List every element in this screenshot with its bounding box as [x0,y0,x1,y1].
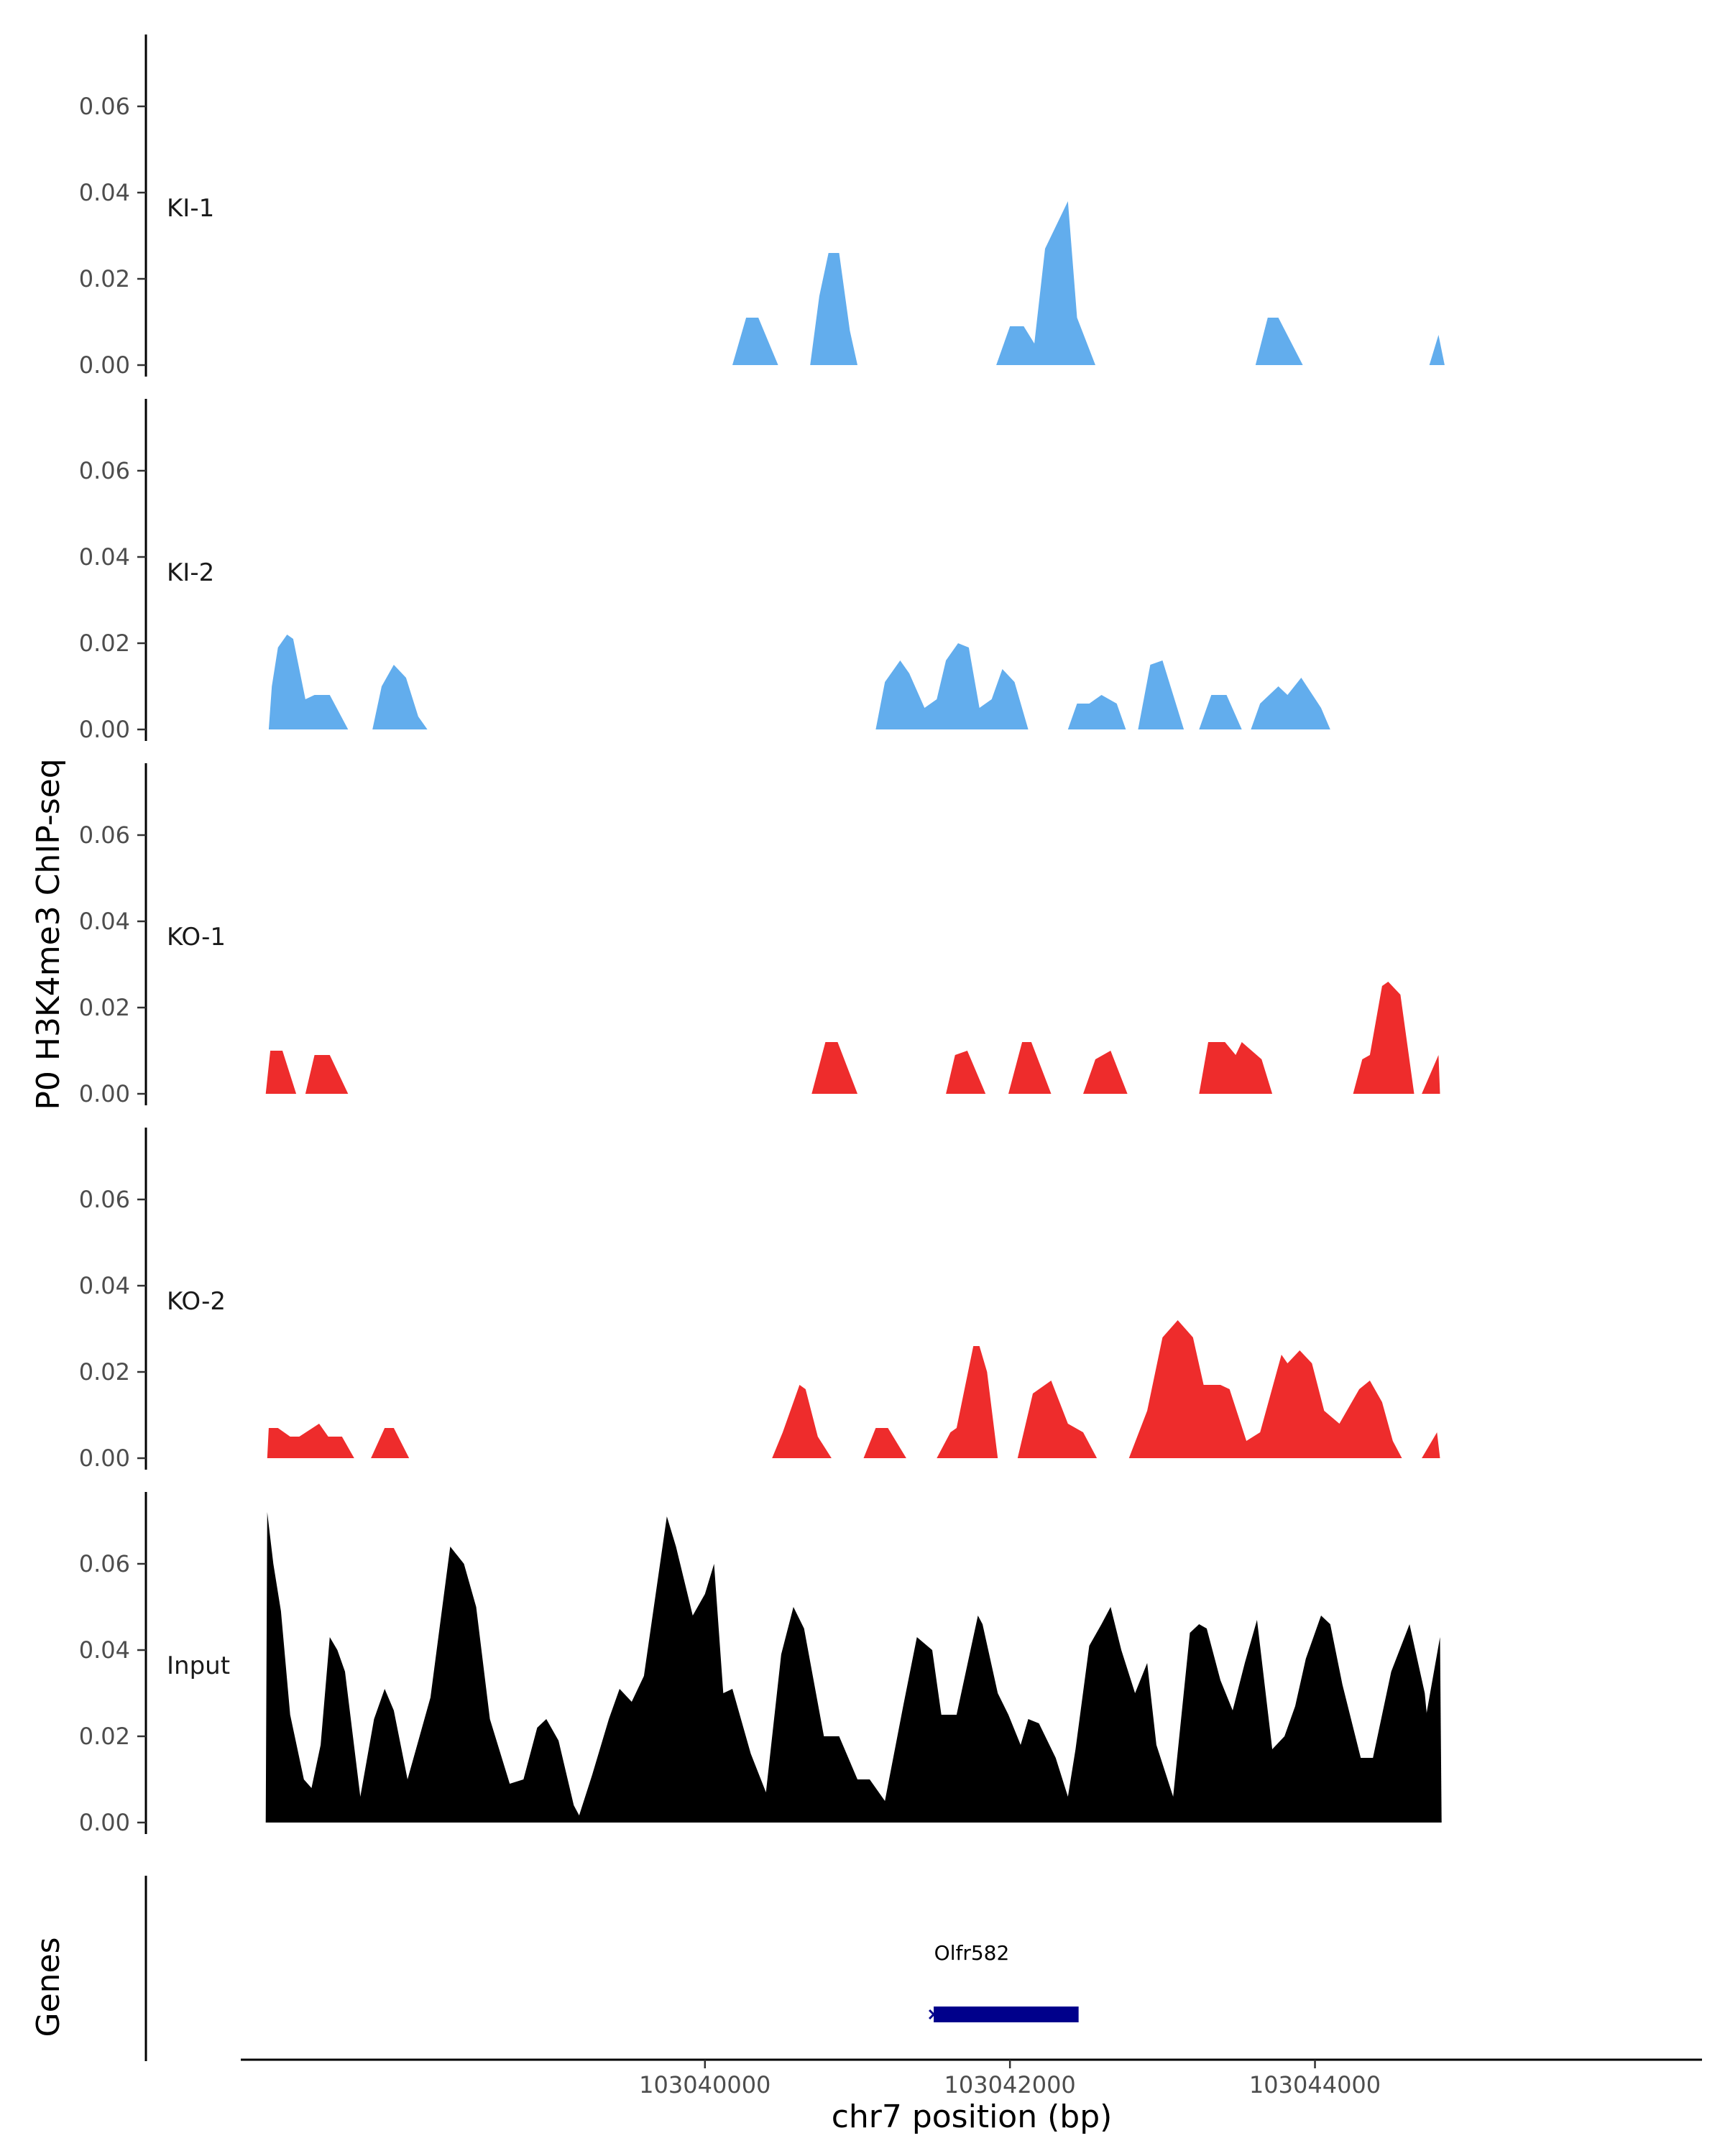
x-tick-label: 103044000 [1249,2071,1381,2099]
y-tick-label: 0.00 [79,1809,130,1836]
signal-peak [811,1042,857,1094]
y-tick-label: 0.06 [79,821,130,849]
signal-peak [946,1051,986,1094]
signal-peak [267,1424,354,1458]
y-tick-label: 0.02 [79,630,130,657]
signal-peak [1199,1042,1273,1094]
y-tick-label: 0.04 [79,179,130,206]
signal-peak [372,665,428,729]
y-tick-label: 0.02 [79,265,130,292]
y-tick-label: 0.06 [79,1186,130,1213]
track-ko-1: 0.00 0.02 0.04 0.06 KO-1 [79,763,1440,1107]
y-tick-label: 0.00 [79,1445,130,1472]
signal-peak [875,643,1029,729]
signal-peak [371,1428,410,1458]
x-tick-label: 103042000 [944,2071,1076,2099]
genes-axis-title: Genes [30,1937,67,2037]
gene-strand-mark [929,2009,939,2020]
y-tick-label: 0.00 [79,1080,130,1107]
signal-peak [1429,335,1445,365]
y-tick-label: 0.04 [79,543,130,571]
track-label: Input [167,1651,230,1680]
signal-peak [265,1051,297,1094]
signal-peak [863,1428,906,1458]
y-tick-label: 0.04 [79,1636,130,1664]
track-ki-1: 0.00 0.02 0.04 0.06 KI-1 [79,34,1445,379]
signal-peak [937,1346,998,1458]
signal-peak [576,1516,1438,1823]
y-tick-label: 0.04 [79,1272,130,1299]
signal-peak [268,635,349,729]
y-tick-label: 0.06 [79,93,130,120]
signal-peak [1083,1051,1128,1094]
y-tick-label: 0.02 [79,994,130,1021]
signal-peak [1067,695,1126,729]
signal-peak [1128,1320,1402,1458]
x-axis: 103040000 103042000 103044000 [241,2058,1702,2099]
signal-peak [810,253,857,365]
x-axis-title: chr7 position (bp) [832,2099,1113,2135]
track-ki-2: 0.00 0.02 0.04 0.06 KI-2 [79,399,1330,743]
x-tick-label: 103040000 [639,2071,770,2099]
y-tick-label: 0.06 [79,457,130,484]
gene-label: Olfr582 [934,1941,1010,1965]
signal-peak [1255,318,1303,365]
signal-peak [305,1055,349,1094]
signal-peak [1138,660,1184,729]
gene-track: Olfr582 [144,1876,1079,2061]
y-tick-label: 0.00 [79,716,130,743]
signal-peak [1199,695,1242,729]
y-tick-label: 0.00 [79,351,130,379]
tracks-layer: 0.00 0.02 0.04 0.06 KI-1 0.00 0.02 0.04 0.06 KI-2… [79,34,1445,1836]
y-tick-label: 0.02 [79,1723,130,1750]
y-tick-label: 0.04 [79,908,130,935]
track-input: 0.00 0.02 0.04 0.06 Input [79,1492,1442,1836]
y-axis-title: P0 H3K4me3 ChIP-seq [30,758,67,1110]
signal-peak [1412,1637,1442,1823]
track-label: KI-1 [167,194,214,223]
signal-peak [1251,678,1330,729]
signal-peak [772,1385,832,1458]
track-label: KO-1 [167,923,226,952]
signal-peak [1017,1381,1098,1458]
track-ko-2: 0.00 0.02 0.04 0.06 KO-2 [79,1128,1440,1472]
y-tick-label: 0.02 [79,1358,130,1386]
signal-peak [1422,1432,1440,1458]
signal-peak [1008,1042,1052,1094]
signal-peak [1422,1055,1440,1094]
signal-peak [996,201,1095,365]
signal-peak [1353,982,1414,1094]
track-label: KI-2 [167,558,214,587]
gene-body [934,2007,1079,2022]
signal-peak [732,318,778,365]
y-tick-label: 0.06 [79,1550,130,1577]
track-label: KO-2 [167,1287,226,1316]
signal-peak [265,1512,584,1823]
